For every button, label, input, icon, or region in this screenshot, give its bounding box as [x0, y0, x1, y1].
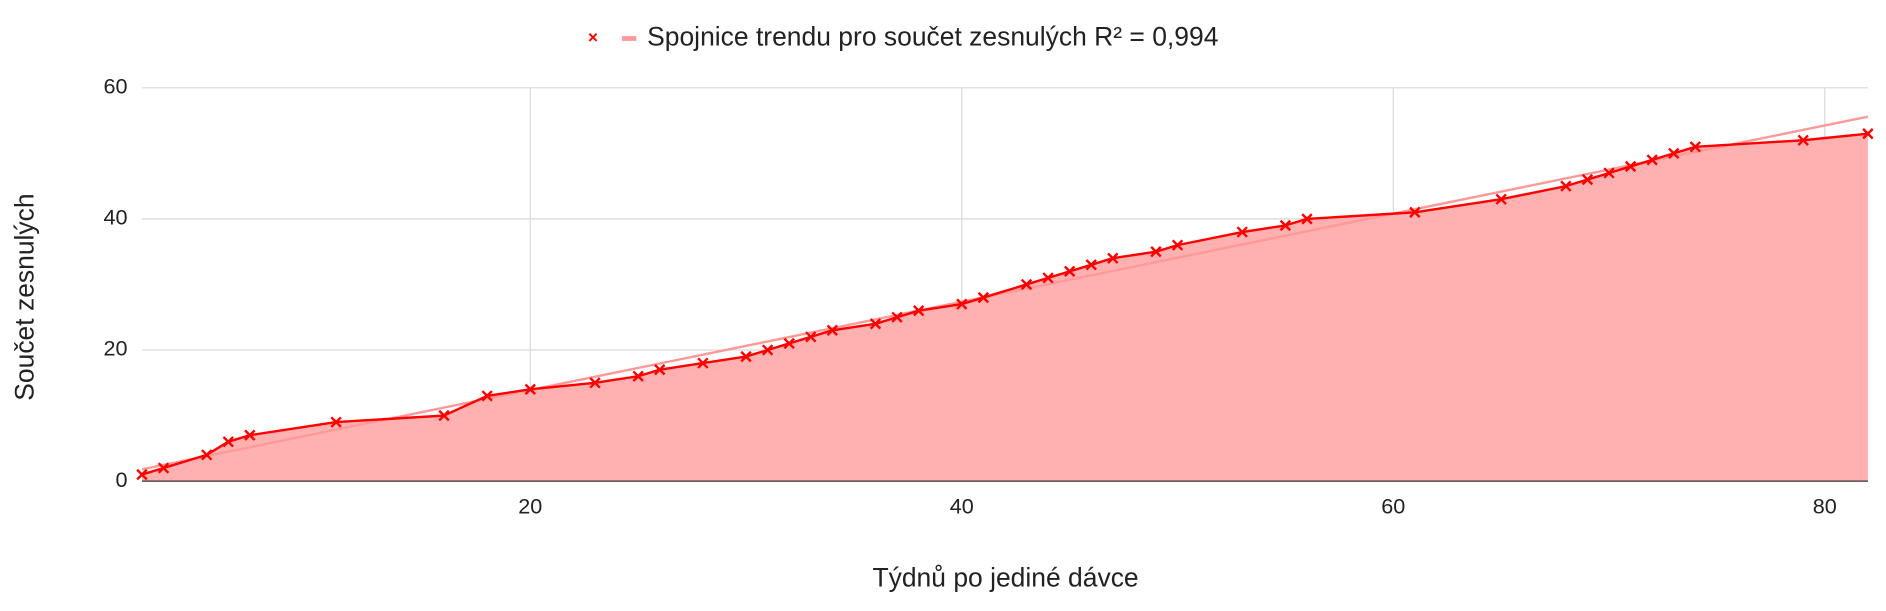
- marker: [524, 383, 536, 395]
- area: [141, 133, 1868, 482]
- marker: [1624, 160, 1637, 173]
- marker: [1581, 173, 1594, 186]
- y-tick-label: 40: [103, 205, 127, 230]
- x-tick-label: 20: [518, 493, 542, 518]
- marker: [1560, 180, 1572, 192]
- marker: [1042, 272, 1054, 284]
- marker: [869, 318, 882, 330]
- marker: [891, 311, 903, 323]
- legend: Spojnice trendu pro součet zesnulých R² …: [588, 21, 1218, 51]
- marker: [1668, 147, 1680, 160]
- marker: [654, 364, 666, 376]
- marker: [1603, 167, 1615, 179]
- marker: [244, 429, 256, 441]
- marker: [481, 390, 493, 402]
- y-axis-label: Součet zesnulých: [9, 193, 39, 400]
- marker: [1409, 206, 1421, 219]
- marker: [826, 324, 839, 336]
- marker: [697, 357, 709, 369]
- marker: [1236, 226, 1248, 238]
- marker: [1862, 128, 1874, 140]
- legend-label: Spojnice trendu pro součet zesnulých R² …: [647, 21, 1218, 51]
- marker: [438, 409, 450, 422]
- marker: [1020, 278, 1033, 291]
- marker: [632, 370, 644, 382]
- marker: [1107, 252, 1119, 264]
- x-tick-label: 60: [1381, 493, 1405, 518]
- marker: [783, 337, 795, 350]
- marker: [1646, 154, 1658, 166]
- x-tick-label: 80: [1813, 493, 1837, 518]
- marker: [956, 298, 968, 310]
- marker: [1689, 141, 1701, 153]
- marker: [201, 449, 213, 461]
- marker: [740, 350, 752, 363]
- marker: [1495, 193, 1507, 205]
- marker: [977, 291, 990, 304]
- marker: [222, 436, 234, 448]
- marker: [1171, 239, 1184, 251]
- x-axis-label: Týdnů po jediné dávce: [872, 563, 1138, 593]
- y-tick-label: 0: [116, 467, 128, 492]
- line: [141, 132, 1869, 476]
- marker: [1064, 265, 1076, 278]
- marker: [1150, 246, 1162, 258]
- marker: [1279, 219, 1292, 232]
- marker: [1085, 259, 1097, 271]
- marker: [330, 416, 342, 428]
- x-tick-label: 40: [950, 493, 974, 518]
- y-tick-label: 20: [103, 336, 127, 361]
- marker: [1301, 213, 1313, 225]
- marker: [136, 468, 148, 481]
- legend-marker: [588, 32, 598, 42]
- marker: [805, 331, 817, 343]
- marker: [1797, 134, 1809, 146]
- trendline: [141, 115, 1869, 471]
- marker: [157, 462, 170, 474]
- marker: [589, 377, 601, 389]
- marker: [761, 344, 774, 356]
- y-tick-label: 60: [103, 74, 127, 99]
- marker: [912, 305, 925, 317]
